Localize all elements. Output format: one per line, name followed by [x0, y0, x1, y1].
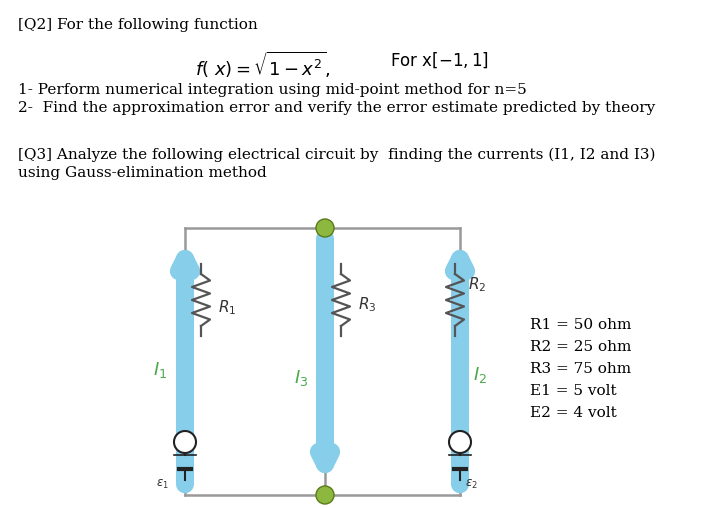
Circle shape — [174, 431, 196, 453]
Text: $f(\ x) = \sqrt{1-x^{2}},$: $f(\ x) = \sqrt{1-x^{2}},$ — [195, 50, 330, 80]
Circle shape — [316, 486, 334, 504]
Text: E1 = 5 volt: E1 = 5 volt — [530, 384, 616, 398]
Text: $R_3$: $R_3$ — [358, 296, 377, 314]
Text: $R_2$: $R_2$ — [468, 276, 486, 294]
Circle shape — [316, 219, 334, 237]
Text: using Gauss-elimination method: using Gauss-elimination method — [18, 166, 266, 180]
Text: R1 = 50 ohm: R1 = 50 ohm — [530, 318, 631, 332]
Text: E2 = 4 volt: E2 = 4 volt — [530, 406, 617, 420]
Text: $I_2$: $I_2$ — [473, 365, 487, 385]
Text: 2-  Find the approximation error and verify the error estimate predicted by theo: 2- Find the approximation error and veri… — [18, 101, 655, 115]
Text: [Q3] Analyze the following electrical circuit by  finding the currents (I1, I2 a: [Q3] Analyze the following electrical ci… — [18, 148, 655, 163]
Circle shape — [449, 431, 471, 453]
Text: [Q2] For the following function: [Q2] For the following function — [18, 18, 258, 32]
Text: $I_3$: $I_3$ — [294, 368, 308, 388]
Text: For x$[-1,1]$: For x$[-1,1]$ — [390, 50, 489, 70]
Text: $\varepsilon_1$: $\varepsilon_1$ — [156, 478, 169, 491]
Text: $\varepsilon_2$: $\varepsilon_2$ — [465, 478, 478, 491]
Text: $I_1$: $I_1$ — [153, 360, 167, 380]
Text: R2 = 25 ohm: R2 = 25 ohm — [530, 340, 631, 354]
Text: 1- Perform numerical integration using mid-point method for n=5: 1- Perform numerical integration using m… — [18, 83, 527, 97]
Text: R3 = 75 ohm: R3 = 75 ohm — [530, 362, 631, 376]
Text: $R_1$: $R_1$ — [218, 299, 236, 318]
